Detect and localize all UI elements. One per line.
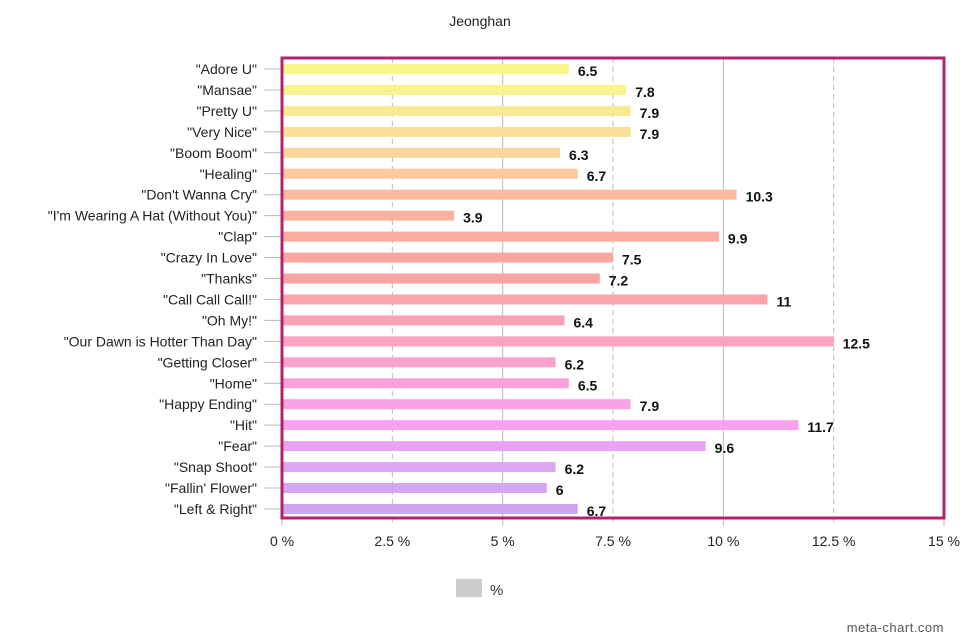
- bar[interactable]: [282, 483, 547, 493]
- plot-frame: [280, 56, 946, 520]
- bar[interactable]: [282, 315, 565, 326]
- category-label: "Don't Wanna Cry": [141, 187, 257, 203]
- bar[interactable]: [282, 441, 706, 452]
- data-label: 6.4: [573, 314, 593, 330]
- bar[interactable]: [282, 336, 834, 347]
- bar[interactable]: [282, 64, 569, 74]
- data-label: 6.5: [578, 63, 598, 79]
- bar[interactable]: [282, 189, 737, 200]
- category-label-layer: "Adore U" "Mansae" "Pretty U" "Very Nice" "B…: [48, 61, 257, 517]
- data-label: 9.6: [715, 440, 735, 456]
- data-label: 10.3: [746, 189, 773, 205]
- bar[interactable]: [282, 147, 561, 158]
- bar[interactable]: [282, 252, 613, 263]
- legend-label[interactable]: %: [490, 582, 503, 599]
- x-tick-label: 7.5 %: [595, 533, 631, 549]
- category-label: "Boom Boom": [170, 145, 257, 161]
- category-label: "Getting Closer": [158, 354, 257, 370]
- bar[interactable]: [282, 399, 631, 410]
- data-label: 7.2: [609, 273, 629, 289]
- category-label: "Home": [210, 375, 257, 391]
- data-label: 6.7: [587, 168, 607, 184]
- credit-text: meta-chart.com: [847, 620, 944, 635]
- category-label: "I'm Wearing A Hat (Without You)": [48, 208, 257, 224]
- data-label: 11.7: [807, 419, 834, 435]
- x-tick-label: 0 %: [270, 533, 294, 549]
- category-label: "Mansae": [197, 82, 257, 98]
- bar[interactable]: [282, 105, 631, 116]
- bar-layer: [282, 64, 834, 514]
- bar[interactable]: [282, 231, 719, 242]
- category-label: "Clap": [218, 229, 257, 245]
- category-label: "Healing": [200, 166, 257, 182]
- category-label: "Fear": [218, 438, 257, 454]
- data-label: 6.7: [587, 503, 607, 519]
- data-label: 9.9: [728, 231, 748, 247]
- bar[interactable]: [282, 462, 556, 473]
- bar[interactable]: [282, 210, 455, 221]
- data-label: 6.5: [578, 377, 598, 393]
- data-label: 11: [776, 293, 791, 309]
- x-tick-label-layer: 0 % 2.5 % 5 % 7.5 % 10 % 12.5 % 15 %: [270, 533, 960, 549]
- category-label: "Crazy In Love": [161, 250, 257, 266]
- category-label: "Happy Ending": [159, 396, 257, 412]
- category-label: "Fallin' Flower": [165, 480, 257, 496]
- data-label: 6.3: [569, 147, 589, 163]
- category-label: "Hit": [230, 417, 257, 433]
- category-label: "Pretty U": [196, 103, 257, 119]
- data-label: 7.9: [640, 398, 660, 414]
- value-label-layer: 6.5 7.8 7.9 7.9 6.3 6.7 10.3 3.9 9.9 7.5 7.2 11 6.4 1…: [463, 63, 870, 519]
- category-label: "Left & Right": [174, 501, 257, 517]
- data-label: 6.2: [565, 356, 585, 372]
- data-label: 7.5: [622, 252, 642, 268]
- bar[interactable]: [282, 168, 578, 179]
- data-label: 6: [556, 482, 564, 498]
- data-label: 7.8: [635, 84, 655, 100]
- category-label: "Our Dawn is Hotter Than Day": [64, 333, 257, 349]
- category-label: "Adore U": [196, 61, 257, 77]
- data-label: 7.9: [640, 126, 660, 142]
- category-label: "Very Nice": [187, 124, 257, 140]
- bar[interactable]: [282, 273, 600, 284]
- chart-title: Jeonghan: [449, 13, 511, 29]
- x-tick-label: 5 %: [491, 533, 515, 549]
- x-tick-label: 15 %: [928, 533, 960, 549]
- category-label: "Oh My!": [202, 312, 257, 328]
- bar[interactable]: [282, 126, 631, 137]
- legend-swatch[interactable]: [456, 579, 482, 597]
- bar[interactable]: [282, 378, 569, 389]
- bar[interactable]: [282, 294, 768, 305]
- data-label: 12.5: [843, 335, 870, 351]
- x-tick-label: 2.5 %: [374, 533, 410, 549]
- data-label: 3.9: [463, 210, 483, 226]
- category-label: "Thanks": [201, 271, 257, 287]
- legend[interactable]: %: [456, 579, 503, 599]
- category-label: "Snap Shoot": [174, 459, 257, 475]
- data-label: 7.9: [640, 105, 660, 121]
- bar[interactable]: [282, 84, 627, 95]
- x-tick-label: 12.5 %: [812, 533, 856, 549]
- bar[interactable]: [282, 357, 556, 368]
- x-tick-label: 10 %: [707, 533, 739, 549]
- bar[interactable]: [282, 503, 578, 514]
- data-label: 6.2: [565, 461, 585, 477]
- bar[interactable]: [282, 420, 799, 431]
- category-label: "Call Call Call!": [163, 291, 257, 307]
